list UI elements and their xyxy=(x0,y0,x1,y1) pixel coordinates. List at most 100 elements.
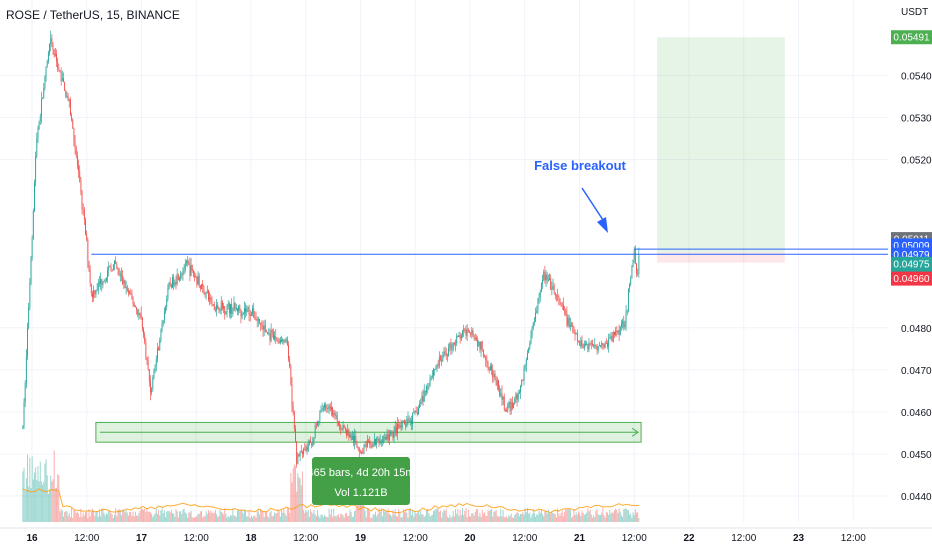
candle-body xyxy=(210,297,212,303)
volume-bar xyxy=(297,472,299,522)
candle-body xyxy=(154,365,156,371)
volume-bar xyxy=(175,509,177,522)
candle-body xyxy=(107,270,109,278)
candle-body xyxy=(553,285,555,294)
candle-body xyxy=(561,304,563,306)
candle-body xyxy=(34,182,35,211)
candle-body xyxy=(155,359,157,366)
volume-bar xyxy=(44,463,46,522)
candle-body xyxy=(559,298,561,304)
candle-body xyxy=(125,286,127,289)
candle-body xyxy=(168,282,170,289)
volume-bar xyxy=(184,512,186,522)
volume-bar xyxy=(86,511,88,522)
volume-bar xyxy=(307,509,309,522)
volume-bar xyxy=(339,517,341,522)
volume-bar xyxy=(617,513,619,522)
volume-bar xyxy=(401,517,403,522)
candle-body xyxy=(226,306,228,312)
candle-body xyxy=(385,436,387,440)
volume-bar xyxy=(605,511,607,522)
candle-body xyxy=(119,274,121,276)
volume-bar xyxy=(240,509,242,522)
candle-body xyxy=(496,380,498,386)
volume-bar xyxy=(520,514,522,522)
volume-bar xyxy=(462,508,464,522)
volume-bar xyxy=(414,511,416,522)
volume-bar xyxy=(33,472,35,522)
volume-bar xyxy=(221,512,223,522)
candle-body xyxy=(297,454,299,464)
candle-body xyxy=(95,290,97,295)
candle-body xyxy=(105,277,107,281)
candle-body xyxy=(121,274,122,276)
candle-body xyxy=(511,401,513,408)
candle-body xyxy=(173,277,175,286)
volume-bar xyxy=(46,475,48,522)
candle-body xyxy=(191,265,193,271)
candle-body xyxy=(203,286,205,294)
volume-bar xyxy=(513,517,515,522)
volume-bar xyxy=(455,509,457,522)
volume-bar xyxy=(459,509,461,522)
volume-bar xyxy=(413,516,415,522)
volume-bar xyxy=(507,517,509,522)
candle-body xyxy=(612,332,614,342)
candle-body xyxy=(552,285,554,288)
volume-bar xyxy=(159,515,161,522)
volume-bar xyxy=(279,516,281,522)
volume-bar xyxy=(569,509,571,522)
volume-bar xyxy=(446,516,448,522)
volume-bar xyxy=(267,516,269,522)
volume-bar xyxy=(426,510,428,522)
candle-body xyxy=(81,191,83,209)
candle-body xyxy=(405,424,407,427)
volume-bar xyxy=(357,492,359,522)
volume-bar xyxy=(22,471,24,522)
volume-bar xyxy=(42,484,44,522)
candle-body xyxy=(536,310,538,313)
volume-bar xyxy=(391,516,393,522)
volume-bar xyxy=(57,474,59,522)
candle-body xyxy=(465,329,467,336)
candle-body xyxy=(161,322,163,330)
volume-bar xyxy=(190,510,192,522)
volume-bar xyxy=(30,488,32,522)
volume-bar xyxy=(182,509,184,522)
volume-bar xyxy=(616,509,618,522)
candle-body xyxy=(400,425,402,428)
volume-bar xyxy=(603,514,605,522)
volume-bar xyxy=(407,517,409,522)
volume-bar xyxy=(379,511,381,522)
volume-bar xyxy=(486,515,488,522)
volume-bar xyxy=(326,516,328,522)
volume-bar xyxy=(557,508,559,522)
volume-bar xyxy=(529,512,531,522)
candle-body xyxy=(446,354,448,356)
volume-bar xyxy=(214,509,216,522)
candle-body xyxy=(474,337,476,339)
candle-body xyxy=(174,282,176,286)
candle-body xyxy=(336,415,338,422)
candle-body xyxy=(572,324,574,328)
candle-body xyxy=(185,260,187,264)
candle-body xyxy=(201,284,202,289)
candle-body xyxy=(456,335,458,344)
volume-bar xyxy=(595,510,597,522)
candle-body xyxy=(378,438,380,444)
volume-bar xyxy=(245,510,247,522)
candle-body xyxy=(51,38,53,46)
candle-body xyxy=(27,327,28,356)
volume-bar xyxy=(481,509,483,522)
candle-body xyxy=(264,325,266,332)
volume-bar xyxy=(537,515,539,522)
candle-body xyxy=(115,260,117,264)
candle-body xyxy=(130,292,132,294)
candle-body xyxy=(531,327,533,335)
volume-bar xyxy=(578,511,580,522)
volume-bar xyxy=(404,512,406,522)
candle-body xyxy=(29,283,31,308)
volume-bar xyxy=(290,473,292,522)
